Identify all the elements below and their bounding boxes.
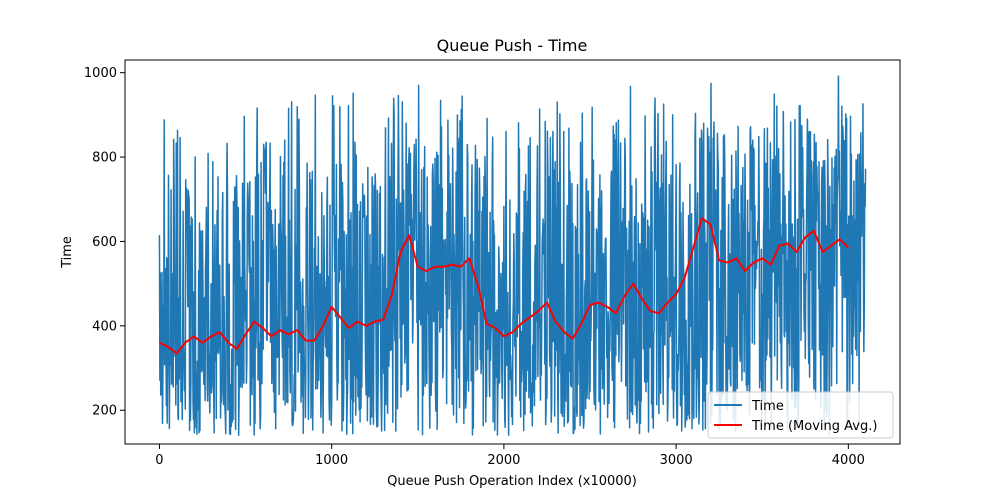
x-tick-label: 2000 [487,453,520,468]
y-tick-label: 200 [92,404,117,419]
y-tick-label: 1000 [84,66,117,81]
x-axis-ticks: 0 1000 2000 3000 4000 [155,444,865,468]
y-axis-label: Time [60,236,75,269]
legend: Time Time (Moving Avg.) [707,391,894,439]
y-tick-label: 400 [92,319,117,334]
y-axis-ticks: 200 400 600 800 1000 [84,66,125,419]
x-tick-label: 0 [155,453,163,468]
x-tick-label: 4000 [832,453,865,468]
y-tick-label: 600 [92,235,117,250]
legend-label-moving-avg: Time (Moving Avg.) [751,419,877,434]
series-line-time [158,75,867,437]
moving-avg-series-layer [159,217,850,355]
y-tick-label: 800 [92,151,117,166]
plot-area-frame [124,59,901,445]
x-tick-label: 1000 [315,453,348,468]
x-axis-label: Queue Push Operation Index (x10000) [387,474,637,489]
series-line-moving-avg [159,217,850,355]
legend-box [707,391,894,439]
legend-label-time: Time [751,399,784,414]
x-tick-label: 3000 [660,453,693,468]
raw-series-layer [158,75,867,437]
chart-title: Queue Push - Time [437,36,588,55]
